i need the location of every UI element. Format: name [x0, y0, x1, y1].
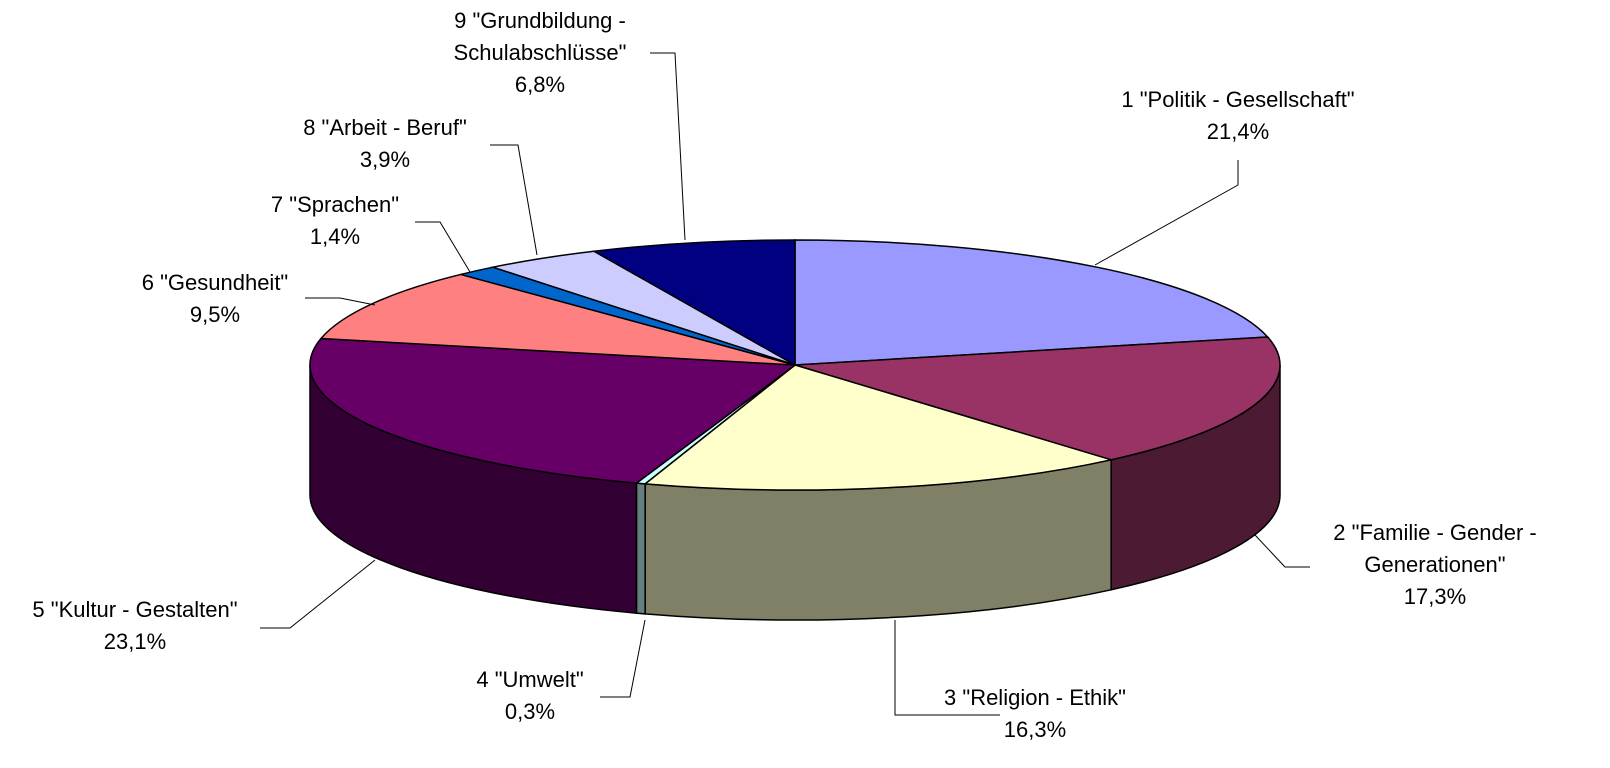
slice	[309, 337, 798, 484]
leader-line	[490, 144, 538, 256]
category-label: 9 "Grundbildung - Schulabschlüsse"	[453, 8, 627, 65]
category-label: 2 "Familie - Gender - Generationen"	[1333, 520, 1537, 577]
value-label: 23,1%	[103, 629, 167, 654]
slice-label: 4 "Umwelt" 0,3%	[450, 664, 610, 728]
leader-line	[894, 620, 1000, 716]
slice-label: 1 "Politik - Gesellschaft" 21,4%	[1078, 84, 1398, 148]
category-label: 8 "Arbeit - Beruf"	[303, 115, 467, 140]
value-label: 3,9%	[359, 147, 411, 172]
slice-label: 6 "Gesundheit" 9,5%	[115, 267, 315, 331]
slice	[643, 364, 1115, 491]
value-label: 0,3%	[504, 699, 556, 724]
leader-line	[1254, 534, 1310, 568]
leader-line	[305, 297, 376, 306]
leader-line	[415, 221, 471, 273]
slice-label: 3 "Religion - Ethik" 16,3%	[905, 682, 1165, 746]
value-label: 17,3%	[1403, 584, 1467, 609]
category-label: 5 "Kultur - Gestalten"	[32, 597, 238, 622]
value-label: 6,8%	[514, 72, 566, 97]
category-label: 3 "Religion - Ethik"	[944, 685, 1126, 710]
slice-label: 2 "Familie - Gender - Generationen" 17,3%	[1310, 517, 1560, 613]
slice-label: 8 "Arbeit - Beruf" 3,9%	[275, 112, 495, 176]
value-label: 16,3%	[1003, 717, 1067, 742]
slice	[794, 239, 1270, 366]
category-label: 1 "Politik - Gesellschaft"	[1121, 87, 1355, 112]
slice-side	[635, 482, 646, 615]
slice-label: 7 "Sprachen" 1,4%	[245, 189, 425, 253]
slice	[591, 239, 796, 367]
category-label: 4 "Umwelt"	[476, 667, 584, 692]
slice	[319, 273, 796, 366]
slice-label: 9 "Grundbildung - Schulabschlüsse" 6,8%	[430, 5, 650, 101]
value-label: 9,5%	[189, 302, 241, 327]
value-label: 1,4%	[309, 224, 361, 249]
leader-line	[260, 559, 376, 629]
slice	[794, 336, 1281, 461]
value-label: 21,4%	[1206, 119, 1270, 144]
category-label: 7 "Sprachen"	[270, 192, 400, 217]
leader-line	[650, 52, 686, 241]
leader-line	[1094, 160, 1239, 266]
slice-label: 5 "Kultur - Gestalten" 23,1%	[0, 594, 270, 658]
category-label: 6 "Gesundheit"	[141, 270, 289, 295]
leader-line	[600, 619, 646, 698]
